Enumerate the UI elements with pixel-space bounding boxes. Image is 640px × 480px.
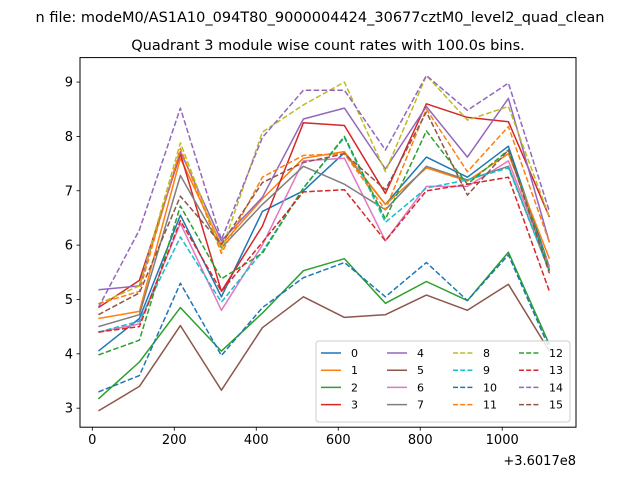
series-line-13 xyxy=(98,176,551,333)
series-lines xyxy=(97,74,551,412)
x-tick-label: 800 xyxy=(408,433,433,448)
series-line-0 xyxy=(97,145,551,352)
legend-label-9: 9 xyxy=(483,364,490,377)
legend-label-11: 11 xyxy=(483,399,497,412)
y-tick-label: 5 xyxy=(65,293,73,308)
legend-label-8: 8 xyxy=(483,347,490,360)
series-line-10 xyxy=(98,254,551,393)
series-line-12 xyxy=(98,130,551,356)
legend-label-7: 7 xyxy=(417,399,424,412)
series-line-15 xyxy=(98,111,551,316)
chart-suptitle: n file: modeM0/AS1A10_094T80_9000004424_… xyxy=(36,10,605,26)
series-line-1 xyxy=(98,150,551,320)
legend-label-1: 1 xyxy=(351,364,358,377)
legend-label-15: 15 xyxy=(549,399,563,412)
legend-label-14: 14 xyxy=(549,381,563,394)
x-axis-offset-label: +3.6017e8 xyxy=(503,454,576,469)
legend-label-6: 6 xyxy=(417,381,424,394)
legend-label-10: 10 xyxy=(483,381,497,394)
y-tick-label: 3 xyxy=(65,402,73,417)
series-line-5 xyxy=(98,283,551,412)
x-tick-label: 1000 xyxy=(486,433,519,448)
series-line-4 xyxy=(98,97,551,291)
legend-label-4: 4 xyxy=(417,347,424,360)
legend-label-5: 5 xyxy=(417,364,424,377)
series-line-2 xyxy=(97,251,551,400)
chart-title: Quadrant 3 module wise count rates with … xyxy=(131,38,525,54)
legend-label-3: 3 xyxy=(351,399,358,412)
x-tick-label: 200 xyxy=(162,433,187,448)
series-line-9 xyxy=(98,136,551,333)
series-line-8 xyxy=(98,74,551,305)
y-tick-label: 9 xyxy=(65,76,73,91)
legend-label-0: 0 xyxy=(351,347,358,360)
x-tick-label: 0 xyxy=(88,433,96,448)
x-tick-label: 400 xyxy=(244,433,269,448)
legend-label-2: 2 xyxy=(351,381,358,394)
legend-frame xyxy=(315,340,571,423)
x-tick-label: 600 xyxy=(326,433,351,448)
legend-label-12: 12 xyxy=(549,347,563,360)
series-line-11 xyxy=(98,108,551,305)
y-tick-label: 6 xyxy=(65,239,73,254)
series-line-3 xyxy=(97,103,551,309)
legend-label-13: 13 xyxy=(549,364,563,377)
y-tick-label: 7 xyxy=(65,184,73,199)
plot-frame xyxy=(79,57,577,428)
y-tick-label: 4 xyxy=(65,347,73,362)
series-line-14 xyxy=(97,74,551,308)
series-line-6 xyxy=(98,157,551,333)
x-axis: 0 200 400 600 800 1000 xyxy=(88,427,519,448)
series-line-7 xyxy=(98,165,551,328)
y-tick-label: 8 xyxy=(65,130,73,145)
y-axis: 3 4 5 6 7 8 9 xyxy=(65,76,80,417)
